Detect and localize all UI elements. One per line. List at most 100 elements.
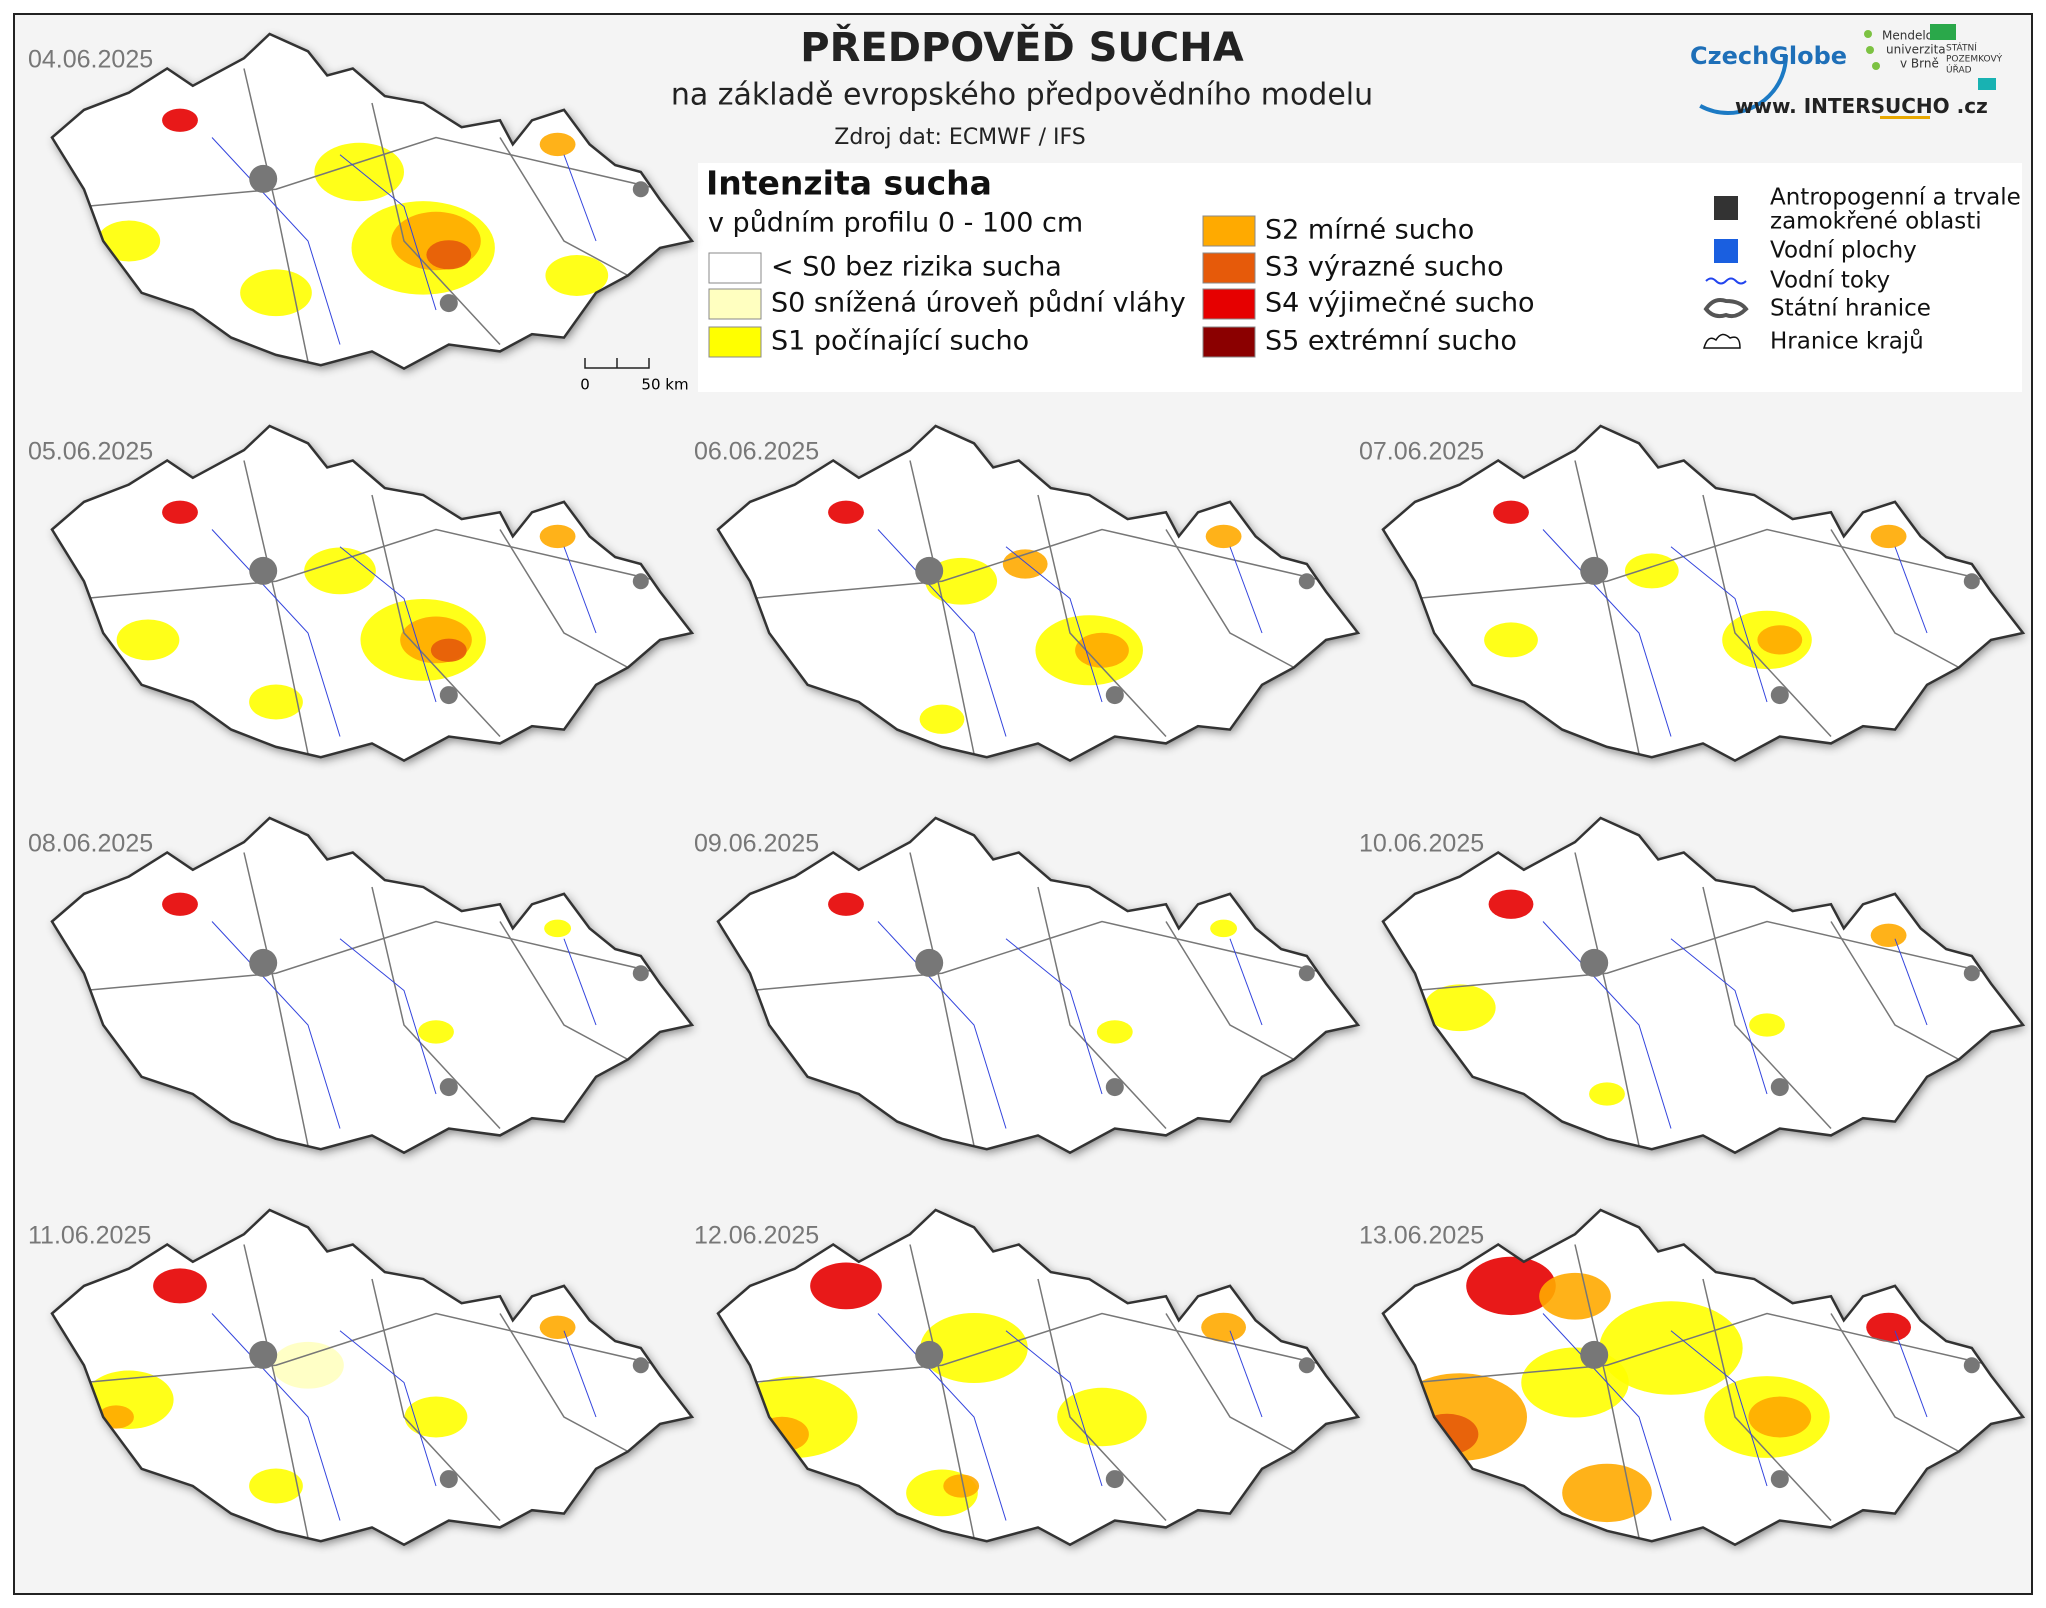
- legend-icon: [1714, 196, 1738, 220]
- city-area: [1963, 965, 1980, 982]
- river: [1670, 1330, 1768, 1487]
- river: [1229, 938, 1263, 1026]
- river: [563, 938, 597, 1026]
- source: Zdroj dat: ECMWF / IFS: [834, 125, 1085, 150]
- state-border: [50, 1208, 695, 1547]
- drought-area: [1484, 622, 1538, 658]
- region-border: [1702, 1278, 1832, 1522]
- city-area: [439, 1470, 458, 1489]
- city-area: [632, 965, 649, 982]
- legend-swatch: [708, 326, 762, 358]
- map: 08.06.2025: [28, 816, 695, 1155]
- river: [1542, 1313, 1672, 1521]
- city-area: [439, 294, 458, 313]
- drought-area: [404, 1396, 468, 1438]
- legend: < S0 bez rizika sucha S0 snížená úroveň p…: [708, 185, 2021, 358]
- legend-layer-label: zamokřené oblasti: [1770, 209, 1982, 235]
- river: [1005, 1330, 1103, 1487]
- legend-icon: [1705, 277, 1747, 285]
- state-border: [1381, 816, 2026, 1155]
- region-border: [83, 528, 661, 600]
- logo-spu: STÁTNÍ: [1946, 42, 1977, 54]
- logo-mendelu: v Brně: [1900, 57, 1939, 71]
- river: [1894, 1330, 1928, 1418]
- drought-area: [314, 142, 405, 202]
- river: [877, 1313, 1007, 1521]
- city-area: [632, 1357, 649, 1374]
- map: 05.06.2025: [28, 424, 695, 763]
- scale-label: 0: [580, 376, 590, 394]
- city-area: [1105, 1470, 1124, 1489]
- legend-swatch: [1202, 252, 1256, 284]
- drought-area: [1749, 1013, 1785, 1037]
- logo-czechglobe: CzechGlobe: [1690, 42, 1847, 70]
- legend-label: S3 výrazné sucho: [1265, 252, 1504, 283]
- region-border: [499, 921, 629, 1061]
- map-content: [83, 68, 661, 362]
- city-area: [249, 556, 278, 585]
- region-border: [1830, 921, 1960, 1061]
- region-border: [371, 886, 501, 1130]
- region-border: [1702, 494, 1832, 738]
- drought-area: [1539, 1272, 1611, 1320]
- legend-icon: [1703, 298, 1749, 319]
- region-border: [499, 529, 629, 669]
- legend-layer-label: Antropogenní a trvale: [1770, 185, 2021, 211]
- river: [877, 921, 1007, 1129]
- map-date: 05.06.2025: [28, 438, 153, 466]
- legend-icon: [1703, 333, 1741, 349]
- legend-label: < S0 bez rizika sucha: [771, 252, 1062, 283]
- drought-area: [430, 638, 467, 662]
- city-area: [915, 556, 944, 585]
- state-border: [716, 424, 1361, 763]
- city-area: [632, 181, 649, 198]
- river: [1894, 546, 1928, 634]
- drought-area: [1466, 1256, 1556, 1316]
- river: [211, 921, 341, 1129]
- region-border: [1037, 494, 1167, 738]
- drought-area: [1748, 1396, 1812, 1438]
- map-content: [83, 460, 661, 754]
- country: [52, 818, 692, 1153]
- city-area: [1580, 1340, 1609, 1369]
- map-date: 06.06.2025: [694, 438, 819, 466]
- map-content: [749, 852, 1327, 1146]
- city-area: [915, 948, 944, 977]
- drought-area: [162, 892, 198, 916]
- website-part: www. INTER: [1735, 94, 1871, 118]
- drought-area: [919, 704, 965, 734]
- city-area: [249, 164, 278, 193]
- region-border: [749, 920, 1327, 992]
- legend-swatch: [1202, 215, 1256, 247]
- legend-layer-label: Vodní toky: [1770, 268, 1890, 294]
- river: [563, 546, 597, 634]
- map-date: 10.06.2025: [1359, 830, 1484, 858]
- drought-area: [828, 500, 864, 524]
- drought-area: [545, 255, 609, 296]
- map-content: [1414, 460, 1992, 754]
- drought-area: [1057, 1387, 1147, 1447]
- logo-mendelu: univerzita: [1886, 43, 1946, 57]
- river: [563, 1330, 597, 1418]
- legend-panel: [698, 163, 2022, 392]
- scale-label: 50 km: [641, 376, 688, 394]
- country: [52, 426, 692, 761]
- legend-label: S0 snížená úroveň půdní vláhy: [771, 288, 1186, 319]
- drought-area: [97, 220, 161, 262]
- region-border: [1702, 886, 1832, 1130]
- title: PŘEDPOVĚĎ SUCHA: [800, 23, 1243, 71]
- legend-layer-label: Státní hranice: [1770, 296, 1931, 322]
- drought-area: [544, 919, 572, 938]
- subtitle: na základě evropského předpovědního mode…: [671, 78, 1373, 113]
- legend-subtitle: v půdním profilu 0 - 100 cm: [708, 208, 1083, 239]
- city-area: [249, 1340, 278, 1369]
- river: [1229, 1330, 1263, 1418]
- legend-label: S1 počínající sucho: [771, 326, 1029, 357]
- drought-area: [249, 1468, 303, 1504]
- map: 06.06.2025: [694, 424, 1361, 763]
- river: [1005, 546, 1103, 703]
- drought-area: [1870, 923, 1907, 947]
- region-border: [371, 494, 501, 738]
- website: www. INTERSUCHO .cz: [1735, 94, 1988, 118]
